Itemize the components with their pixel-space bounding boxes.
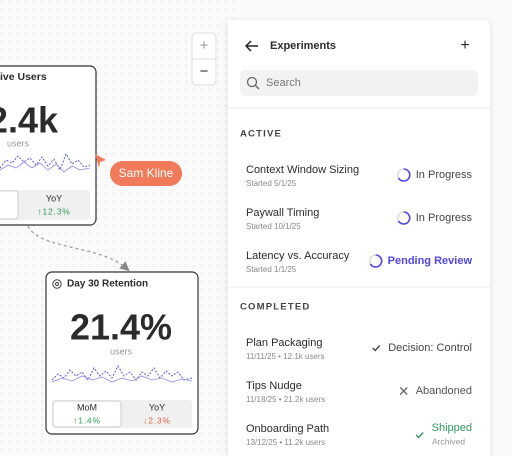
card-value: 2.4k — [0, 100, 59, 141]
experiment-meta: 13/12/25 • 11.2k users — [246, 438, 325, 447]
section-heading: ACTIVE — [240, 129, 282, 140]
zoom-in[interactable]: + — [200, 37, 209, 54]
status-icon — [397, 211, 411, 225]
panel-bg — [228, 20, 490, 456]
card-title: ive Users — [0, 71, 47, 83]
experiment-meta: Started 10/1/25 — [246, 222, 301, 231]
tab-change: ↑1.4% — [73, 415, 101, 425]
connector — [27, 225, 130, 272]
status: Decision: Control — [388, 342, 472, 354]
sparkline-compare — [51, 375, 193, 383]
zoom-out[interactable]: − — [200, 63, 209, 80]
status-icon — [372, 345, 381, 352]
cursor-label: Sam Kline — [119, 166, 174, 180]
status-icon — [415, 432, 424, 439]
search-icon-handle — [255, 85, 260, 90]
experiments-panel: Experiments + Search — [228, 20, 490, 456]
tab[interactable] — [52, 400, 122, 428]
sparkline — [0, 152, 91, 172]
status: In Progress — [416, 169, 473, 181]
metric-card[interactable]: Day 30 Retention 21.4% users MoM ↑1.4% Y… — [45, 271, 199, 435]
experiment-meta: 11/18/25 • 21.2k users — [246, 395, 325, 404]
back-button[interactable] — [244, 40, 258, 52]
section-heading: COMPLETED — [240, 302, 310, 313]
cursor-label-bg — [110, 161, 182, 186]
experiment-name[interactable]: Paywall Timing — [246, 207, 319, 219]
card-icon-inner — [55, 282, 59, 286]
experiment-meta: 11/11/25 • 12.1k users — [246, 352, 325, 361]
experiment-name[interactable]: Context Window Sizing — [246, 164, 359, 176]
search-icon — [246, 76, 258, 88]
tab[interactable] — [0, 190, 19, 220]
search-box[interactable] — [240, 70, 478, 96]
status-icon — [369, 254, 383, 268]
experiment-meta: Started 1/1/25 — [246, 265, 297, 274]
card-frame — [0, 65, 97, 226]
card-unit: users — [110, 346, 133, 356]
tab-label[interactable]: YoY — [149, 402, 165, 412]
panel-title: Experiments — [270, 40, 336, 52]
card-value: 21.4% — [70, 307, 172, 348]
experiment-name[interactable]: Plan Packaging — [246, 337, 322, 349]
status: In Progress — [416, 212, 473, 224]
sparkline-compare — [0, 161, 91, 173]
tab-label[interactable]: MoM — [77, 402, 97, 412]
card-icon — [52, 279, 62, 289]
experiment-name[interactable]: Tips Nudge — [246, 380, 302, 392]
status-icon — [397, 168, 411, 182]
status: Abandoned — [416, 385, 472, 397]
metric-card[interactable]: ive Users 2.4k users YoY ↑12.3% — [0, 65, 97, 226]
experiment-name[interactable]: Onboarding Path — [246, 423, 329, 435]
sparkline — [51, 364, 193, 381]
substatus: Archived — [432, 436, 465, 446]
search-placeholder[interactable]: Search — [266, 77, 301, 89]
tab-change: ↓2.3% — [143, 415, 171, 425]
status: Pending Review — [388, 255, 473, 267]
add-button[interactable]: + — [460, 37, 469, 54]
card-unit: users — [7, 138, 30, 148]
card-title: Day 30 Retention — [67, 279, 148, 290]
tab-bar — [0, 190, 90, 220]
experiment-meta: Started 5/1/25 — [246, 179, 297, 188]
tab-label[interactable]: YoY — [46, 193, 62, 203]
status-icon — [399, 387, 408, 395]
card-frame — [45, 271, 199, 435]
cursor-pointer — [95, 154, 106, 168]
experiment-name[interactable]: Latency vs. Accuracy — [246, 250, 350, 262]
status: Shipped — [432, 422, 472, 434]
tab-change: ↑12.3% — [37, 206, 70, 216]
